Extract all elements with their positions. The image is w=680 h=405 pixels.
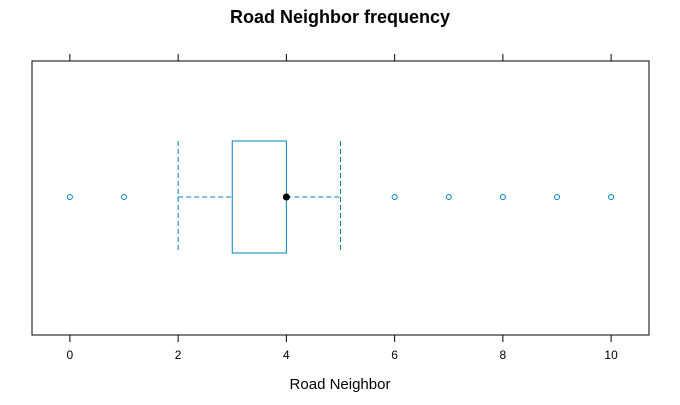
plot-frame bbox=[31, 60, 650, 336]
outlier-point bbox=[499, 194, 506, 200]
x-axis-title: Road Neighbor bbox=[290, 376, 391, 393]
outlier-point bbox=[66, 194, 73, 200]
outlier-point bbox=[445, 194, 452, 200]
chart-title: Road Neighbor frequency bbox=[230, 7, 450, 27]
x-tick-label: 6 bbox=[391, 348, 398, 362]
x-tick-label: 8 bbox=[500, 348, 507, 362]
plot-area bbox=[66, 140, 615, 254]
x-tick-label: 10 bbox=[604, 348, 618, 362]
top-axis bbox=[69, 54, 612, 61]
outlier-point bbox=[391, 194, 398, 200]
outlier-point bbox=[608, 194, 615, 200]
outlier-point bbox=[553, 194, 560, 200]
outlier-point bbox=[121, 194, 128, 200]
x-tick-label: 0 bbox=[67, 348, 74, 362]
median-dot bbox=[282, 193, 290, 201]
iqr-box bbox=[231, 140, 287, 254]
x-tick-label: 2 bbox=[175, 348, 182, 362]
x-tick-label: 4 bbox=[283, 348, 290, 362]
bottom-axis: 0 2 4 6 8 10 bbox=[67, 335, 618, 362]
